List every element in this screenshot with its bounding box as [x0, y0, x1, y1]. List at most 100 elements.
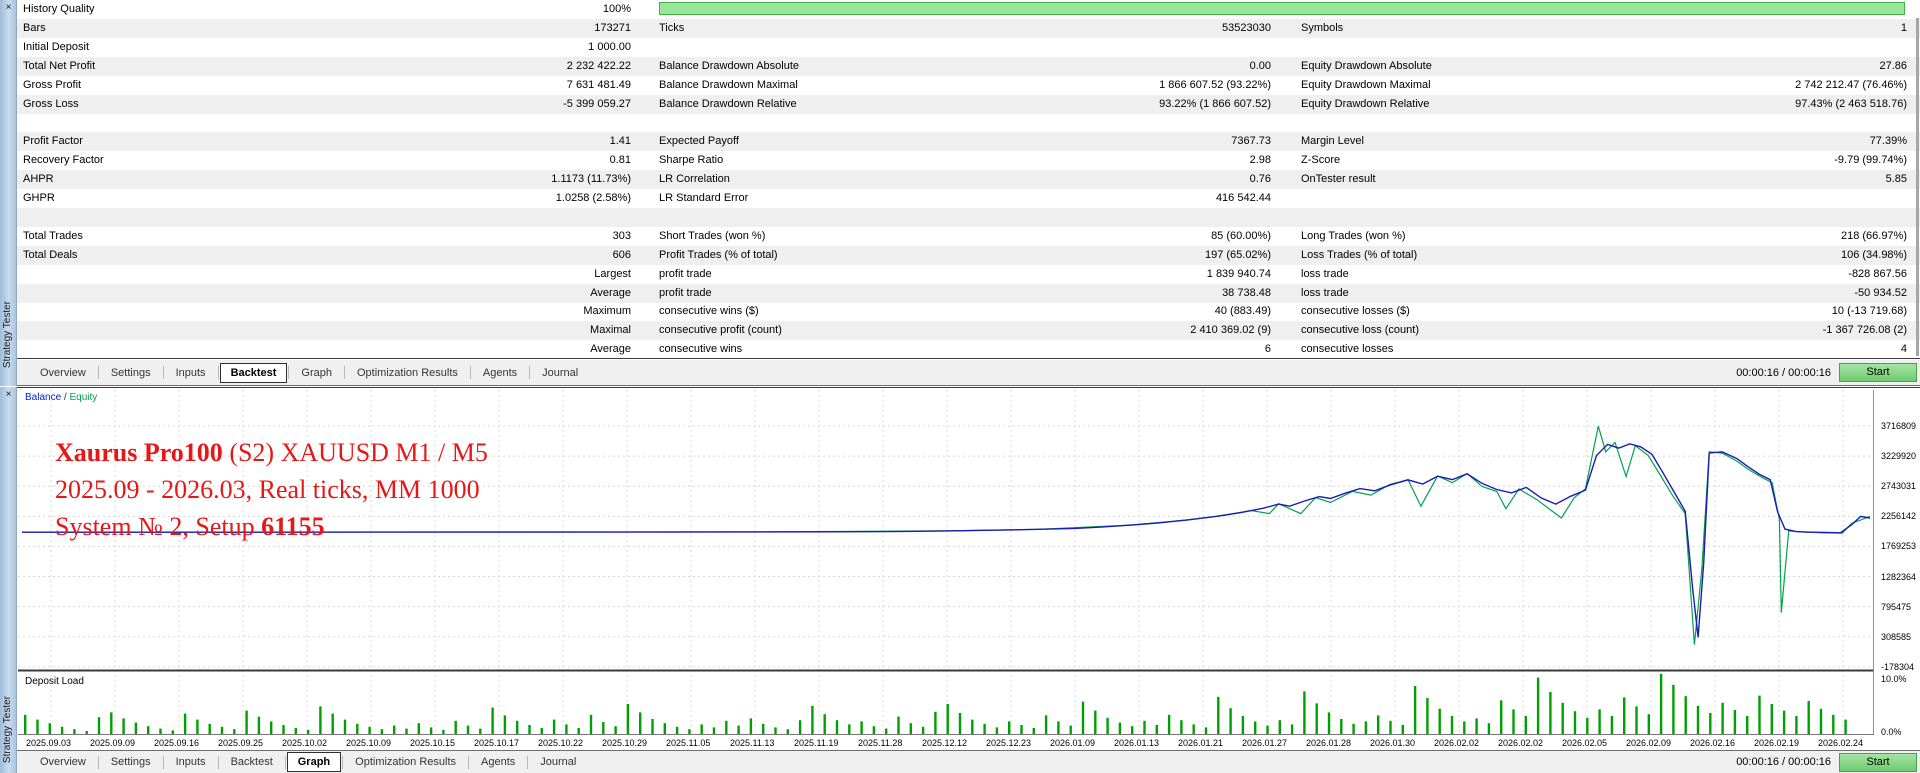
tab-backtest[interactable]: Backtest	[219, 362, 288, 383]
stat-value: 2 232 422.22	[566, 59, 631, 72]
deposit-bar	[725, 720, 728, 734]
x-axis-label: 2026.01.13	[1114, 738, 1160, 748]
tab-journal[interactable]: Journal	[542, 366, 579, 379]
deposit-bar	[294, 728, 297, 734]
x-axis-label: 2026.01.09	[1050, 738, 1096, 748]
tab-graph[interactable]: Graph	[301, 366, 332, 379]
stat-label: Ticks	[659, 21, 685, 34]
deposit-bar	[1044, 715, 1048, 734]
deposit-bar	[565, 724, 568, 734]
stats-row: Total Net Profit 2 232 422.22 Balance Draw…	[17, 56, 1920, 76]
stat-label: Equity Drawdown Absolute	[1301, 59, 1432, 72]
deposit-axis-max-label: 10.0%	[1881, 674, 1907, 684]
tab-inputs[interactable]: Inputs	[175, 366, 206, 379]
stat-label: Profit Trades (% of total)	[659, 248, 778, 261]
stat-value: 53523030	[1222, 21, 1271, 34]
deposit-bar	[749, 718, 753, 734]
deposit-bar	[1401, 725, 1404, 734]
x-axis-label: 2025.11.19	[794, 738, 839, 748]
tab-overview[interactable]: Overview	[40, 366, 86, 379]
tab-settings[interactable]: Settings	[110, 756, 151, 768]
deposit-bar	[1770, 704, 1773, 734]
stats-row: Average profit trade 38 738.48 loss trade -5…	[17, 283, 1920, 303]
annotation-line1: Xaurus Pro100 (S2) XAUUSD M1 / M5	[55, 438, 488, 467]
backtest-stats-table: History Quality 100% Bars 173271 Ticks 535230…	[17, 0, 1920, 359]
tab-graph[interactable]: Graph	[286, 752, 342, 772]
deposit-bar	[1241, 716, 1245, 734]
deposit-bar	[1746, 716, 1749, 734]
deposit-bar	[60, 726, 64, 734]
deposit-bar	[1167, 714, 1171, 734]
deposit-bar	[1573, 711, 1577, 734]
tab-backtest[interactable]: Backtest	[230, 756, 273, 768]
x-axis-label: 2025.09.09	[90, 738, 136, 748]
tab-agents[interactable]: Agents	[482, 366, 518, 379]
deposit-bar	[1659, 674, 1663, 734]
stat-label: LR Standard Error	[659, 192, 749, 204]
deposit-bar	[958, 713, 962, 734]
x-axis-label: 2025.10.15	[410, 738, 456, 748]
tab-agents[interactable]: Agents	[481, 756, 516, 768]
tab-journal[interactable]: Journal	[540, 756, 577, 768]
stats-scrollbar[interactable]	[1916, 18, 1919, 356]
deposit-bar	[466, 725, 470, 734]
tab-settings[interactable]: Settings	[110, 366, 151, 379]
stat-label: Short Trades (won %)	[659, 229, 766, 242]
deposit-bar	[602, 722, 605, 734]
deposit-bar	[73, 729, 76, 734]
legend-separator: /	[61, 392, 70, 403]
stat-value: 85 (60.00%)	[1211, 229, 1271, 242]
x-axis-label: 2026.01.21	[1178, 738, 1224, 748]
close-icon[interactable]: ×	[5, 389, 12, 400]
tab-separator	[342, 755, 344, 769]
stats-row: Profit Factor 1.41 Expected Payoff 7367.73 M…	[17, 132, 1920, 152]
tabbar-top: Overview Settings Inputs Backtest Graph Optim…	[17, 360, 1920, 386]
close-icon[interactable]: ×	[5, 2, 12, 13]
stat-value: 1	[1900, 21, 1907, 34]
deposit-bar	[429, 727, 433, 734]
deposit-bar	[786, 729, 789, 734]
stat-value: 93.22% (1 866 607.52)	[1159, 97, 1271, 110]
tab-overview[interactable]: Overview	[40, 756, 86, 768]
tab-optimization-results[interactable]: Optimization Results	[357, 366, 458, 379]
stat-value: 5.85	[1885, 173, 1907, 186]
stat-label: Sharpe Ratio	[659, 154, 724, 167]
stat-value: 2 410 369.02 (9)	[1190, 324, 1271, 337]
strip-title: Strategy Tester	[2, 300, 13, 368]
deposit-bar	[380, 729, 384, 734]
graph-panel: Balance / Equity Xaurus Pro100 (S2) XAUU…	[17, 387, 1920, 750]
stat-label: AHPR	[23, 173, 54, 186]
x-axis-label: 2025.12.23	[986, 738, 1032, 748]
deposit-bar	[577, 728, 580, 734]
x-axis-label: 2025.10.02	[282, 738, 328, 748]
stats-row: Maximum consecutive wins ($) 40 (883.49) co…	[17, 302, 1920, 321]
deposit-bar	[675, 726, 679, 734]
tab-separator	[469, 366, 471, 379]
stat-value: 2.98	[1249, 154, 1271, 167]
strategy-tester-strip-bottom: × Strategy Tester	[0, 387, 17, 773]
deposit-bar	[823, 714, 826, 734]
stat-label: consecutive losses ($)	[1301, 305, 1410, 318]
deposit-bar	[1807, 701, 1810, 734]
deposit-bar	[946, 704, 949, 734]
y-axis-label: 795475	[1881, 601, 1912, 612]
tab-optimization-results[interactable]: Optimization Results	[355, 756, 457, 768]
deposit-bar	[983, 723, 986, 734]
deposit-bar	[85, 731, 88, 734]
stat-value: 606	[612, 248, 631, 261]
x-axis-label: 2025.10.09	[346, 738, 392, 748]
deposit-bar	[663, 723, 666, 734]
start-button[interactable]: Start	[1839, 363, 1917, 382]
stat-label: History Quality	[23, 3, 95, 15]
deposit-bar	[1254, 721, 1257, 734]
start-button[interactable]: Start	[1839, 752, 1917, 772]
strategy-tester-strip-top: × Strategy Tester	[0, 0, 17, 386]
deposit-bar	[1561, 702, 1564, 734]
stat-value: 100%	[602, 3, 631, 15]
tab-inputs[interactable]: Inputs	[175, 756, 206, 768]
deposit-bar	[1832, 714, 1835, 734]
stat-value: 1 866 607.52 (93.22%)	[1159, 78, 1271, 91]
deposit-bar	[934, 711, 937, 734]
stats-row	[17, 207, 1920, 227]
deposit-bar	[872, 726, 876, 734]
